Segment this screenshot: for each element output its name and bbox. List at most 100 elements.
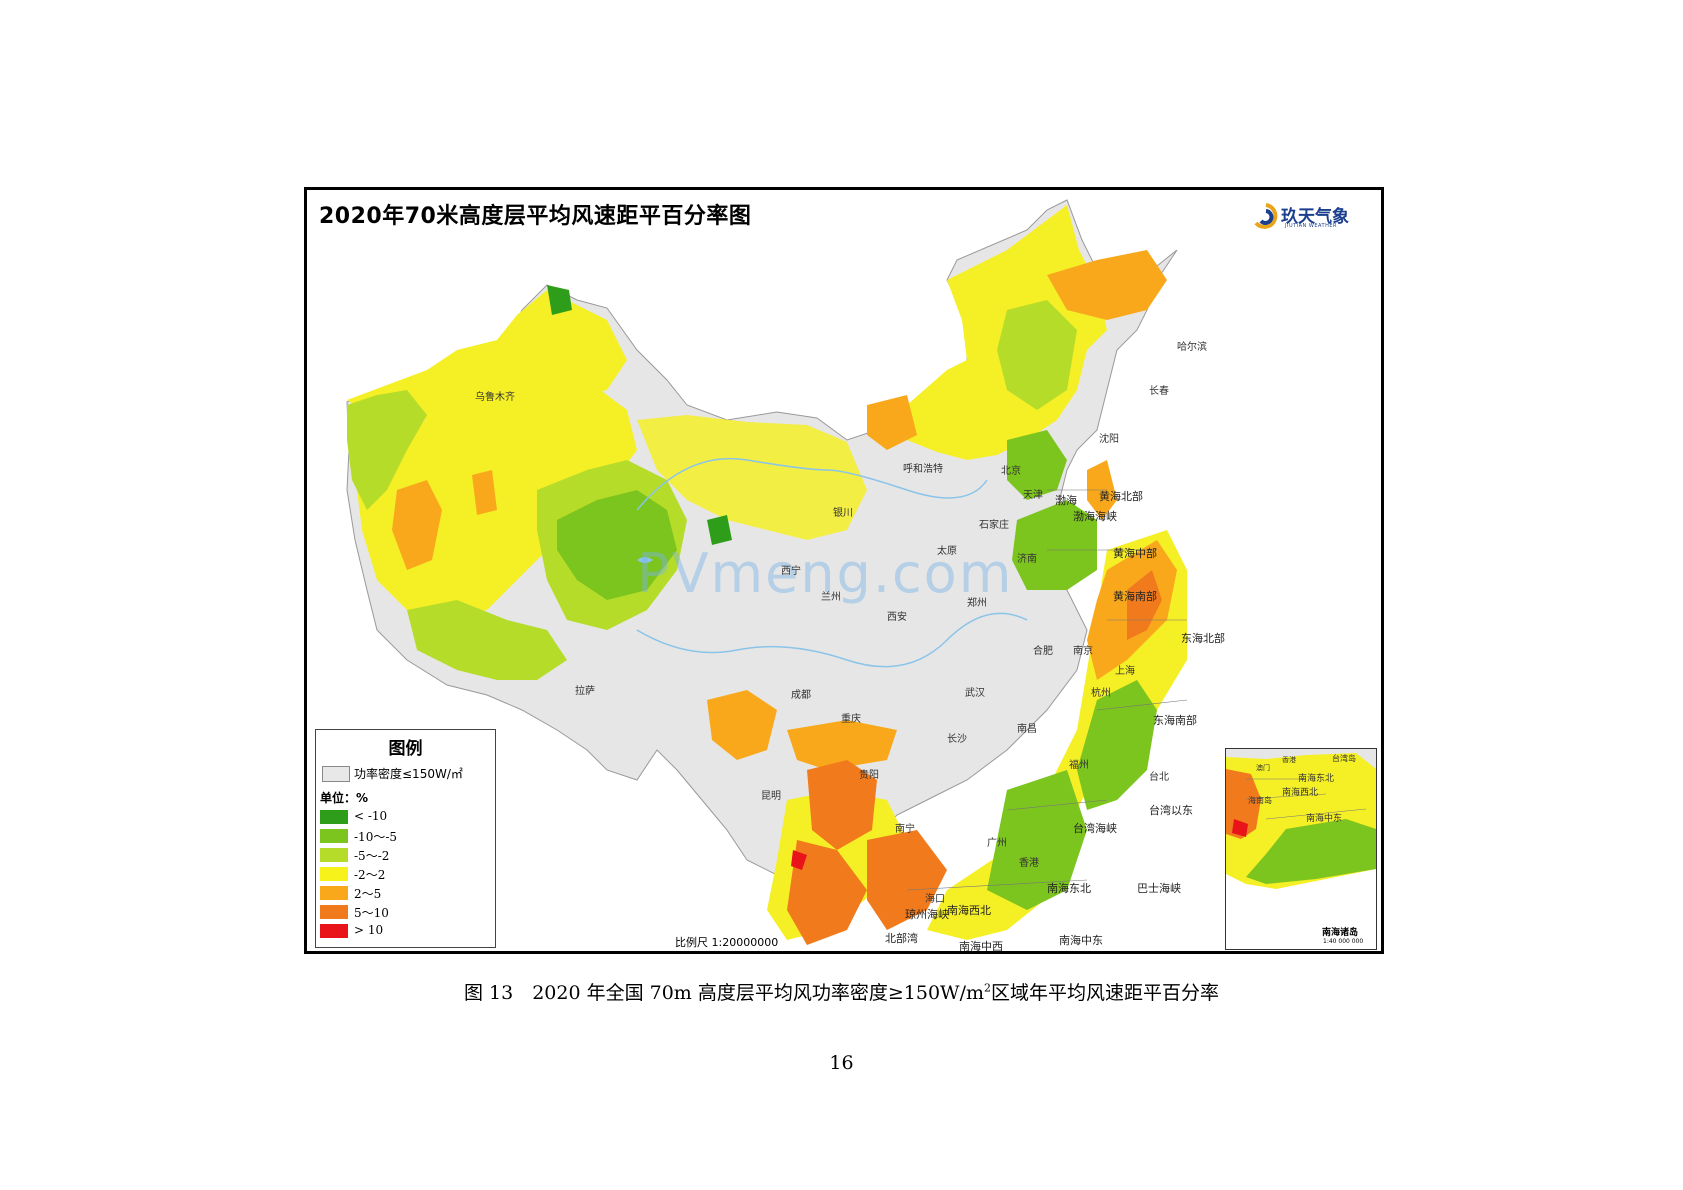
legend-swatch [320, 810, 348, 824]
zone-orange-ne [1047, 250, 1167, 320]
city-label: 台北 [1149, 772, 1169, 783]
logo-sub: JIUTIAN WEATHER [1285, 223, 1337, 229]
legend-nodata-label: 功率密度≤150W/㎡ [354, 767, 463, 781]
zone-yellow-xinjiang [347, 290, 627, 420]
legend-row: 2～5 [320, 885, 490, 901]
legend-swatch [320, 829, 348, 843]
legend-swatch [320, 867, 348, 881]
zone-darkorange-guangxi [807, 760, 877, 850]
legend-swatch [320, 848, 348, 862]
city-label: 成都 [791, 690, 811, 701]
city-label: 昆明 [761, 791, 781, 802]
city-label: 香港 [1019, 858, 1039, 869]
zone-green-south [987, 770, 1087, 910]
city-label: 石家庄 [979, 520, 1009, 531]
sea-label: 南海西北 [947, 904, 991, 917]
inset-label: 台湾岛 [1332, 754, 1356, 763]
zone-lightgreen-xinjiang [347, 390, 427, 510]
caption-prefix: 图 13 2020 年全国 70m 高度层平均风功率密度≥150W/m [463, 982, 984, 1004]
zone-orange-xinjiang [392, 480, 442, 570]
zone-orange-inner-mongolia [867, 395, 917, 450]
legend: 图例 功率密度≤150W/㎡ 单位：% < -10 -10～-5 -5～-2 -… [315, 729, 496, 948]
south-china-sea-inset: 台湾岛 南海东北 南海西北 海南岛 南海中东 澳门 香港 南海诸岛 1:40 0… [1225, 748, 1377, 950]
legend-label: 5～10 [354, 906, 389, 920]
zone-orange-xinjiang2 [472, 470, 497, 515]
sea-label: 台湾以东 [1149, 804, 1193, 817]
zone-lightgreen-tibet [407, 600, 567, 680]
legend-row: -2～2 [320, 866, 490, 882]
logo: 玖天气象 JIUTIAN WEATHER [1253, 200, 1365, 236]
city-label: 上海 [1115, 666, 1135, 677]
inset-caption: 南海诸岛 [1322, 928, 1359, 938]
inset-map [1226, 749, 1376, 889]
zone-orange-guizhou [787, 720, 897, 770]
city-label: 福州 [1069, 760, 1089, 771]
inset-label: 南海中东 [1306, 814, 1343, 824]
city-label: 呼和浩特 [903, 464, 943, 475]
city-label: 广州 [987, 838, 1007, 849]
zone-green-yellowsea [1012, 500, 1097, 590]
inset-label: 南海西北 [1282, 788, 1319, 798]
page-number: 16 [829, 1052, 854, 1074]
sea-label: 东海北部 [1181, 632, 1225, 645]
sea-label: 巴士海峡 [1137, 882, 1181, 895]
city-label: 贵阳 [859, 770, 879, 781]
legend-label: > 10 [354, 923, 384, 937]
zone-green-taiwan-east [1077, 680, 1157, 810]
legend-label: 2～5 [354, 887, 382, 901]
zone-orange-yunnan [707, 690, 777, 760]
caption-sup: 2 [984, 981, 991, 995]
sea-label: 东海南部 [1153, 714, 1197, 727]
city-label: 长春 [1149, 386, 1169, 397]
map-frame: 2020年70米高度层平均风速距平百分率图 玖天气象 JIUTIAN WEATH… [304, 187, 1384, 954]
city-label: 南昌 [1017, 724, 1037, 735]
legend-swatch [320, 924, 348, 938]
legend-nodata-swatch [322, 766, 350, 782]
city-label: 西安 [887, 612, 907, 623]
sea-label: 南海东北 [1047, 882, 1091, 895]
city-label: 银川 [833, 508, 853, 519]
legend-title: 图例 [388, 739, 423, 759]
city-label: 郑州 [967, 598, 987, 609]
logo-swirl-icon [1254, 203, 1278, 229]
zone-lightgreen-ne [997, 300, 1077, 410]
river-yangtze [636, 612, 1028, 668]
legend-row: > 10 [320, 923, 490, 939]
inset-scale: 1:40 000 000 [1323, 938, 1364, 945]
scale-bar-label: 比例尺 1:20000000 [675, 936, 779, 949]
river-yellow [636, 457, 988, 511]
china-map [346, 199, 1188, 945]
legend-swatch [320, 905, 348, 919]
city-label: 长沙 [947, 734, 967, 745]
inset-label: 海南岛 [1248, 796, 1272, 805]
city-label: 北京 [1001, 466, 1021, 477]
city-label: 杭州 [1091, 688, 1111, 699]
inset-label: 香港 [1282, 756, 1296, 764]
inset-label: 南海东北 [1298, 774, 1335, 784]
zone-green-shandong [1007, 430, 1067, 500]
city-label: 天津 [1023, 490, 1043, 501]
sea-label: 北部湾 [885, 932, 918, 945]
zone-darkorange-southsea [867, 830, 947, 930]
city-label: 兰州 [821, 592, 841, 603]
zone-darkorange-east [1127, 570, 1162, 640]
map-title: 2020年70米高度层平均风速距平百分率图 [319, 204, 752, 229]
sea-label: 台湾海峡 [1073, 822, 1117, 835]
city-label: 西宁 [781, 566, 801, 577]
city-label: 太原 [937, 546, 957, 557]
legend-label: -5～-2 [354, 849, 390, 863]
legend-swatch [320, 886, 348, 900]
watermark: PVmeng.com [637, 542, 1014, 605]
sea-label: 黄海北部 [1099, 490, 1143, 503]
zone-yellow-center [637, 415, 867, 540]
city-label: 南宁 [895, 824, 915, 835]
legend-label: < -10 [354, 809, 388, 823]
caption-suffix: 区域年平均风速距平百分率 [991, 982, 1220, 1004]
legend-label: -10～-5 [354, 830, 398, 844]
legend-row: -5～-2 [320, 847, 490, 863]
sea-label: 南海中东 [1059, 934, 1103, 947]
figure-caption: 图 13 2020 年全国 70m 高度层平均风功率密度≥150W/m2区域年平… [0, 978, 1683, 1005]
legend-row: 5～10 [320, 904, 490, 920]
inset-label: 澳门 [1256, 764, 1270, 772]
legend-row: -10～-5 [320, 828, 490, 844]
